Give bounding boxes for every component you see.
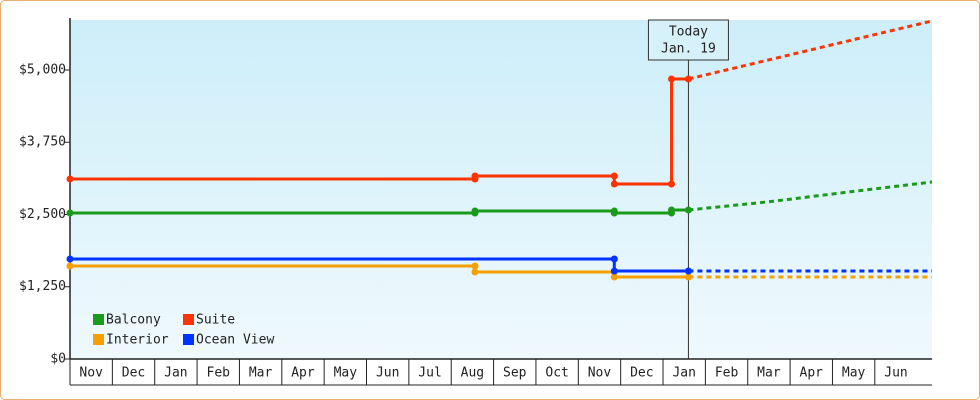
x-tick-label: May xyxy=(334,366,358,381)
x-tick-label: Jun xyxy=(376,366,399,381)
point xyxy=(684,75,692,83)
point xyxy=(66,262,74,270)
point xyxy=(684,206,692,214)
x-tick-label: Nov xyxy=(79,366,103,381)
today-label: Jan. 19 xyxy=(661,42,716,57)
point xyxy=(610,255,618,263)
x-tick-label: Feb xyxy=(715,366,739,381)
point xyxy=(471,262,479,270)
point xyxy=(66,255,74,263)
x-tick-label: Apr xyxy=(800,366,824,381)
legend-label: Ocean View xyxy=(196,333,274,348)
point xyxy=(66,209,74,217)
x-tick-label: May xyxy=(842,366,866,381)
x-tick-label: Dec xyxy=(630,366,653,381)
point xyxy=(471,207,479,215)
point xyxy=(667,75,675,83)
x-tick-label: Feb xyxy=(207,366,231,381)
x-tick-label: Dec xyxy=(122,366,145,381)
y-tick-label: $3,750 xyxy=(19,135,66,150)
x-tick-label: Sep xyxy=(503,366,527,381)
point xyxy=(667,206,675,214)
point xyxy=(610,209,618,217)
legend-swatch xyxy=(183,334,194,345)
y-tick-label: $1,250 xyxy=(19,279,66,294)
series-line xyxy=(70,264,689,279)
legend-swatch xyxy=(93,334,104,345)
y-tick-label: $5,000 xyxy=(19,62,66,77)
y-tick-label: $0 xyxy=(50,352,66,367)
x-tick-label: Jun xyxy=(884,366,907,381)
x-tick-label: Aug xyxy=(461,366,484,381)
point xyxy=(66,175,74,183)
plot-area xyxy=(70,20,932,359)
projection-line xyxy=(688,180,933,212)
legend-swatch xyxy=(93,314,104,325)
x-tick-label: Apr xyxy=(291,366,315,381)
x-tick-label: Oct xyxy=(545,366,568,381)
point xyxy=(610,172,618,180)
x-tick-label: Nov xyxy=(588,366,612,381)
point xyxy=(471,268,479,276)
x-tick-label: Jan xyxy=(672,366,695,381)
point xyxy=(610,273,618,281)
point xyxy=(667,180,675,188)
series-line xyxy=(70,257,689,273)
x-tick-label: Mar xyxy=(249,366,273,381)
y-tick-label: $2,500 xyxy=(19,207,66,222)
point xyxy=(610,267,618,275)
point xyxy=(610,180,618,188)
x-tick-label: Mar xyxy=(757,366,781,381)
point xyxy=(684,273,692,281)
today-label: Today xyxy=(669,25,708,40)
x-tick-label: Jan xyxy=(164,366,187,381)
legend-label: Suite xyxy=(196,313,235,328)
today-box xyxy=(647,19,729,61)
legend-label: Balcony xyxy=(106,313,161,328)
legend-swatch xyxy=(183,314,194,325)
legend-label: Interior xyxy=(106,333,169,348)
point xyxy=(684,267,692,275)
point xyxy=(471,172,479,180)
x-tick-label: Jul xyxy=(418,366,441,381)
projection-line xyxy=(688,19,933,81)
